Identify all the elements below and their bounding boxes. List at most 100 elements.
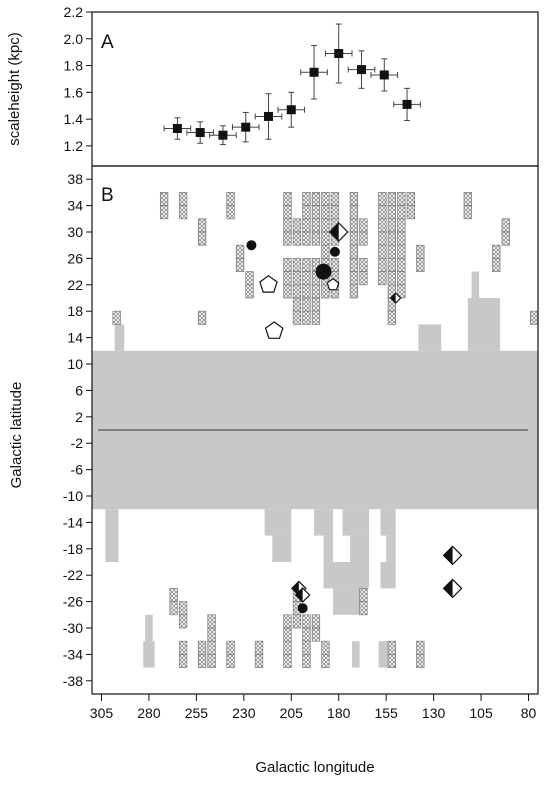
square-marker: [379, 70, 389, 80]
grey-coverage-block: [418, 324, 442, 351]
hatched-field: [378, 258, 387, 272]
hatched-field: [378, 192, 387, 206]
data-point: [347, 50, 376, 89]
hatched-field: [321, 640, 330, 655]
hatched-field: [311, 192, 321, 206]
filled-circle-marker: [329, 246, 340, 257]
hatched-field: [302, 297, 311, 312]
x-tick-label: 280: [137, 705, 161, 721]
hatched-field: [349, 192, 359, 206]
grey-coverage-block: [272, 535, 292, 562]
grey-coverage-block: [471, 271, 480, 298]
hatched-field: [387, 640, 397, 655]
hatched-field: [283, 284, 292, 299]
hatched-field: [330, 205, 340, 220]
hatched-field: [283, 205, 292, 220]
square-marker: [241, 122, 251, 132]
y-tick-label: -34: [63, 646, 83, 662]
hatched-field: [321, 192, 330, 206]
hatched-field: [302, 231, 311, 246]
panel-b-y-axis-label: Galactic latitude: [8, 382, 25, 489]
hatched-field: [292, 284, 302, 299]
square-marker: [286, 105, 296, 115]
hatched-field: [321, 284, 330, 299]
grey-coverage-block: [342, 509, 370, 536]
diamond-filled-half: [329, 223, 339, 241]
hatched-field: [235, 258, 245, 272]
diamond-filled-half: [443, 579, 453, 598]
data-point: [370, 58, 399, 92]
hatched-field: [283, 231, 292, 246]
hatched-field: [397, 192, 406, 206]
y-tick-label: -30: [63, 620, 83, 636]
y-tick-label: -10: [63, 488, 83, 504]
y-tick-label: -14: [63, 514, 83, 530]
square-marker: [264, 111, 274, 121]
diamond-filled-half: [295, 588, 303, 602]
hatched-field: [226, 640, 235, 655]
hatched-field: [302, 310, 311, 325]
hatched-field: [292, 258, 302, 272]
half-filled-diamond-marker: [442, 578, 463, 599]
grey-coverage-block: [323, 535, 334, 562]
grey-coverage-block: [380, 509, 396, 536]
hatched-field: [387, 192, 397, 206]
hatched-fields: [112, 192, 539, 668]
hatched-field: [501, 231, 510, 246]
y-tick-label: 22: [67, 277, 83, 293]
hatched-field: [112, 310, 121, 325]
x-tick-label: 255: [185, 705, 209, 721]
square-marker: [172, 124, 182, 134]
panel-a-y-ticks: 1.2 1.4 1.6 1.8 2.0 2.2: [64, 4, 92, 154]
hatched-field: [330, 258, 340, 272]
grey-coverage-block: [386, 535, 396, 562]
hatched-field: [302, 258, 311, 272]
diamond-filled-half: [390, 293, 396, 303]
data-point: [209, 125, 237, 146]
hatched-field: [311, 310, 321, 325]
hatched-field: [197, 640, 207, 655]
hatched-field: [283, 614, 292, 629]
data-point: [393, 87, 421, 121]
hatched-field: [397, 218, 406, 233]
y-tick-label: 38: [67, 171, 83, 187]
hatched-field: [235, 244, 245, 259]
panel-b-x-ticks: 305 280 255 230 205 180 155 130 105 80: [90, 694, 537, 721]
hatched-field: [416, 244, 425, 259]
hatched-field: [178, 654, 188, 668]
open-pentagon-marker: [326, 278, 340, 291]
hatched-field: [397, 258, 406, 272]
hatched-field: [321, 654, 330, 668]
y-tick-label: 6: [75, 382, 83, 398]
hatched-field: [311, 231, 321, 246]
y-tick-label: 26: [67, 250, 83, 266]
data-point: [254, 93, 283, 140]
hatched-field: [292, 218, 302, 233]
hatched-field: [359, 271, 368, 286]
filled-circle-marker: [246, 240, 257, 251]
half-filled-diamond-marker: [294, 587, 311, 603]
data-point: [300, 44, 328, 100]
hatched-field: [197, 218, 207, 233]
hatched-field: [226, 205, 235, 220]
x-tick-label: 230: [232, 705, 256, 721]
hatched-field: [254, 640, 264, 655]
hatched-field: [311, 284, 321, 299]
hatched-field: [378, 244, 387, 259]
hatched-field: [311, 627, 321, 642]
hatched-field: [207, 614, 216, 629]
y-tick-label: 1.4: [64, 111, 84, 127]
hatched-field: [292, 310, 302, 325]
hatched-field: [207, 627, 216, 642]
y-tick-label: 30: [67, 224, 83, 240]
hatched-field: [359, 218, 368, 233]
diamond-filled-half: [443, 546, 453, 565]
hatched-field: [178, 640, 188, 655]
hatched-field: [302, 205, 311, 220]
hatched-field: [492, 244, 501, 259]
y-tick-label: -2: [71, 435, 84, 451]
hatched-field: [349, 258, 359, 272]
hatched-field: [463, 192, 472, 206]
grey-coverage-block: [264, 509, 292, 536]
